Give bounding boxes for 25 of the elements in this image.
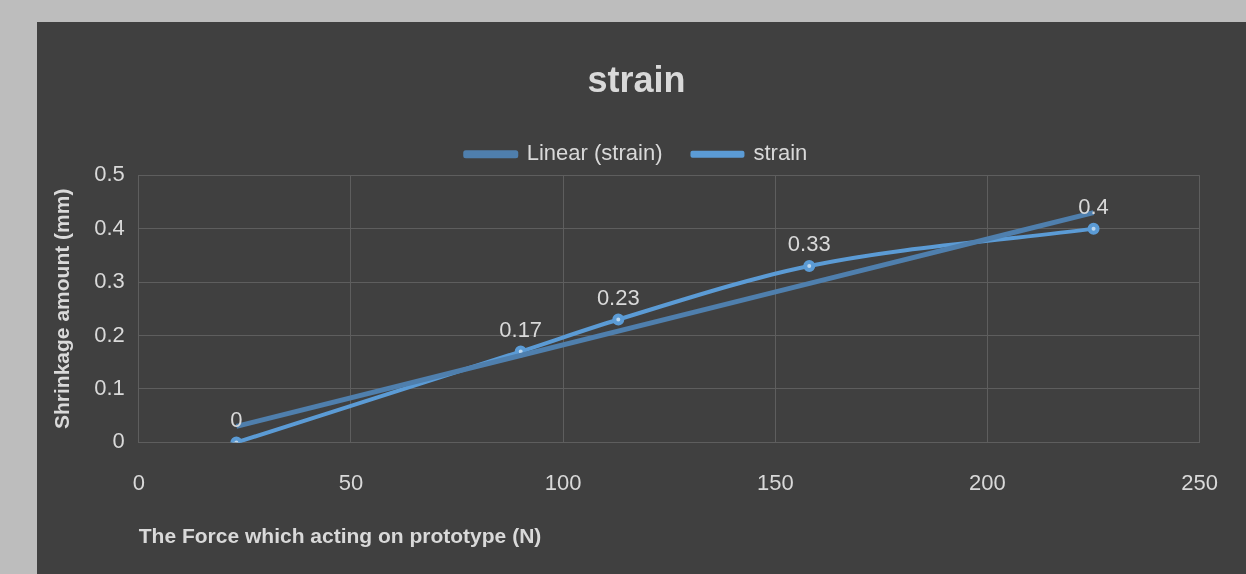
- legend-label: strain: [753, 140, 808, 166]
- x-axis-title: The Force which acting on prototype (N): [138, 524, 542, 548]
- x-tick-label: 50: [338, 469, 364, 495]
- y-tick-label: 0: [112, 428, 125, 454]
- point: [612, 313, 625, 326]
- data-label: 0: [230, 407, 243, 433]
- point: [803, 260, 816, 273]
- y-tick-label: 0.1: [94, 375, 125, 401]
- data-label: 0.23: [596, 284, 640, 310]
- x-tick-label: 100: [544, 469, 582, 495]
- y-tick-label: 0.5: [94, 161, 125, 187]
- x-tick-label: 200: [969, 469, 1006, 495]
- data-label: 0.17: [499, 316, 543, 342]
- x-tick-label: 150: [756, 469, 794, 495]
- data-label: 0.33: [787, 231, 831, 257]
- y-axis-title: Shrinkage amount (mm): [50, 188, 74, 429]
- data-label: 0.4: [1078, 193, 1109, 219]
- chart-title: strain: [587, 58, 686, 100]
- legend-label: Linear (strain): [526, 140, 663, 166]
- x-tick-label: 250: [1181, 469, 1219, 495]
- point: [1087, 222, 1100, 235]
- y-tick-label: 0.2: [94, 321, 125, 347]
- y-tick-label: 0.3: [94, 268, 125, 294]
- x-tick-label: 0: [132, 469, 145, 495]
- y-tick-label: 0.4: [94, 214, 125, 240]
